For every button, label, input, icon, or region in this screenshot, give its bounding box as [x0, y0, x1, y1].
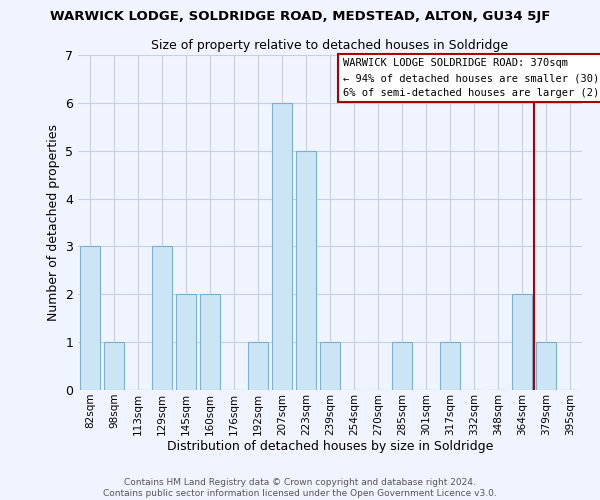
Bar	[104, 342, 124, 390]
Bar	[80, 246, 100, 390]
Y-axis label: Number of detached properties: Number of detached properties	[47, 124, 59, 321]
Bar	[440, 342, 460, 390]
Bar	[392, 342, 412, 390]
Text: Contains HM Land Registry data © Crown copyright and database right 2024.
Contai: Contains HM Land Registry data © Crown c…	[103, 478, 497, 498]
Bar	[296, 150, 316, 390]
Bar	[272, 103, 292, 390]
Title: Size of property relative to detached houses in Soldridge: Size of property relative to detached ho…	[151, 40, 509, 52]
Text: WARWICK LODGE, SOLDRIDGE ROAD, MEDSTEAD, ALTON, GU34 5JF: WARWICK LODGE, SOLDRIDGE ROAD, MEDSTEAD,…	[50, 10, 550, 23]
Bar	[536, 342, 556, 390]
Bar	[248, 342, 268, 390]
Text: WARWICK LODGE SOLDRIDGE ROAD: 370sqm
← 94% of detached houses are smaller (30)
6: WARWICK LODGE SOLDRIDGE ROAD: 370sqm ← 9…	[343, 58, 600, 98]
Bar	[320, 342, 340, 390]
Bar	[176, 294, 196, 390]
Bar	[512, 294, 532, 390]
Bar	[152, 246, 172, 390]
Bar	[200, 294, 220, 390]
X-axis label: Distribution of detached houses by size in Soldridge: Distribution of detached houses by size …	[167, 440, 493, 454]
